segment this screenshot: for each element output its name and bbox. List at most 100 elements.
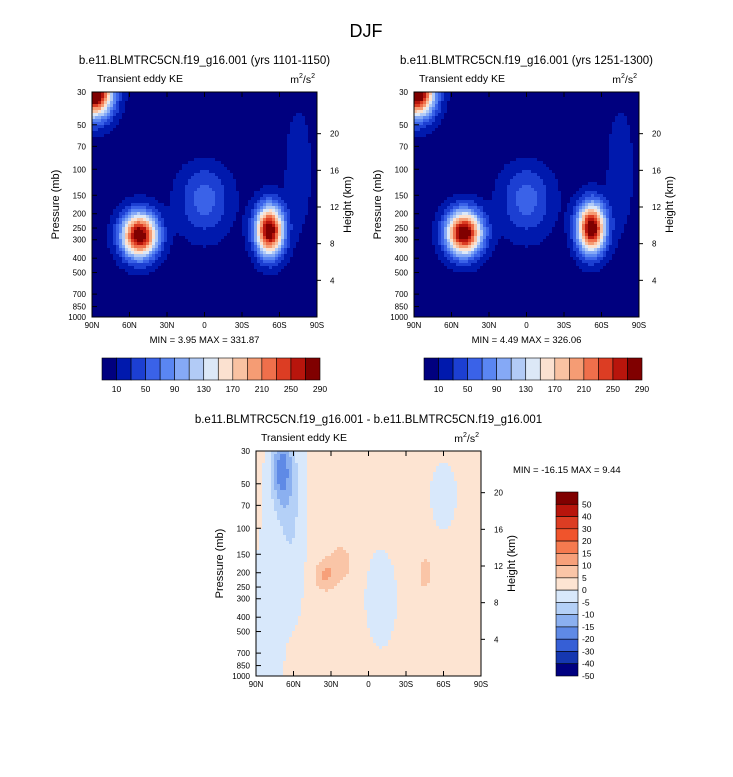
pressure-axis-label: Pressure (mb) [372,170,384,240]
units-label: m2/s2 [454,432,479,445]
colorbar-swatch [438,357,454,381]
pressure-tick-label: 200 [395,210,409,219]
colorbar-swatch [467,357,483,381]
colorbar-swatch [203,357,219,381]
colorbar-label: 50 [141,384,151,394]
pressure-tick-label: 70 [241,501,250,510]
height-tick-label: 16 [494,525,503,534]
colorbar-label: -20 [582,634,595,644]
colorbar-label: -15 [582,622,595,632]
colorbar-swatch [555,528,579,542]
colorbar-swatch [583,357,599,381]
height-axis-label: Height (km) [664,176,676,233]
latitude-tick-label: 30N [324,680,339,689]
colorbar-label: 40 [582,512,592,522]
figure-title: DJF [350,21,383,41]
pressure-tick-label: 150 [237,550,251,559]
pressure-tick-label: 850 [237,662,251,671]
pressure-tick-label: 250 [73,224,87,233]
colorbar-label: 0 [582,585,587,595]
colorbar-swatch [217,357,234,381]
colorbar-swatch [290,357,306,381]
panel-title: b.e11.BLMTRC5CN.f19_g16.001 (yrs 1101-11… [79,55,330,67]
units-label: m2/s2 [290,73,315,86]
pressure-tick-label: 700 [73,290,87,299]
pressure-tick-label: 400 [237,613,251,622]
latitude-tick-label: 60S [594,321,608,330]
colorbar-swatch [598,357,614,381]
height-tick-label: 20 [330,130,339,139]
colorbar-label: 170 [548,384,562,394]
colorbar-swatch [496,357,512,381]
colorbar-label: 250 [606,384,620,394]
colorbar-label: 10 [112,384,122,394]
pressure-tick-label: 70 [399,142,408,151]
pressure-tick-label: 500 [237,628,251,637]
colorbar-swatch [188,357,205,381]
height-tick-label: 12 [330,203,339,212]
colorbar-swatch [555,565,579,579]
min-max-label: MIN = 3.95 MAX = 331.87 [150,335,260,346]
pressure-tick-label: 300 [237,595,251,604]
colorbar-label: 250 [284,384,298,394]
min-max-label: MIN = -16.15 MAX = 9.44 [513,465,621,476]
height-axis-label: Height (km) [342,176,354,233]
colorbar-swatch [555,491,579,505]
latitude-tick-label: 0 [524,321,529,330]
latitude-tick-label: 90N [407,321,422,330]
pressure-tick-label: 300 [73,236,87,245]
latitude-tick-label: 60N [122,321,137,330]
colorbar-label: 210 [577,384,591,394]
pressure-tick-label: 50 [399,121,408,130]
height-tick-label: 20 [494,489,503,498]
colorbar-swatch [510,357,527,381]
panel-subtitle: Transient eddy KE [419,73,505,85]
pressure-tick-label: 500 [73,269,87,278]
panel-2-contour-field [414,92,640,318]
pressure-tick-label: 200 [73,210,87,219]
colorbar-swatch [555,553,579,566]
colorbar-swatch [261,357,277,381]
colorbar-swatch [554,357,570,381]
colorbar-2: 10 50 90 130 170 210 250 290 [423,357,649,394]
height-tick-label: 16 [330,166,339,175]
height-tick-label: 8 [330,240,335,249]
colorbar-swatch [539,357,556,381]
pressure-tick-label: 250 [237,583,251,592]
min-max-label: MIN = 4.49 MAX = 326.06 [472,335,582,346]
colorbar-label: 20 [582,536,592,546]
colorbar-swatch [130,357,146,381]
colorbar-label: 130 [197,384,211,394]
colorbar-label: 15 [582,548,592,558]
colorbar-swatch [247,357,263,381]
colorbar-swatch [525,357,541,381]
panel-title: b.e11.BLMTRC5CN.f19_g16.001 (yrs 1251-13… [400,55,653,67]
colorbar-swatch [555,638,579,652]
latitude-tick-label: 60N [444,321,459,330]
colorbar-label: 30 [582,524,592,534]
latitude-tick-label: 60N [286,680,301,689]
pressure-tick-label: 1000 [232,672,250,681]
colorbar-swatch [612,357,628,381]
colorbar-swatch [452,357,468,381]
colorbar-swatch [116,357,132,381]
colorbar-swatch [145,357,161,381]
colorbar-swatch [174,357,190,381]
colorbar-swatch [481,357,497,381]
units-label: m2/s2 [612,73,637,86]
pressure-tick-label: 700 [237,649,251,658]
height-tick-label: 4 [652,276,657,285]
colorbar-swatch [555,614,579,628]
pressure-axis-label: Pressure (mb) [50,170,62,240]
latitude-tick-label: 90N [85,321,100,330]
height-tick-label: 12 [652,203,661,212]
colorbar-swatch [423,357,439,381]
pressure-tick-label: 50 [241,480,250,489]
pressure-tick-label: 150 [73,191,87,200]
panel-3-axes: 305070100150200250300400500700850100090N… [195,414,542,689]
pressure-tick-label: 250 [395,224,409,233]
panel-2-axes: 305070100150200250300400500700850100090N… [372,55,676,330]
latitude-tick-label: 90S [474,680,488,689]
colorbar-swatch [555,589,579,603]
